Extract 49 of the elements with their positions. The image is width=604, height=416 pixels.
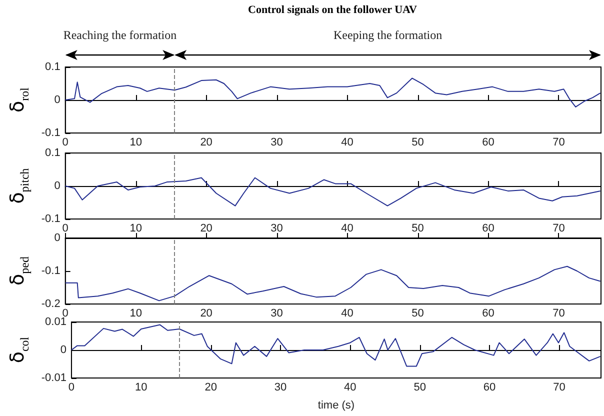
y-tick-label: 0	[54, 180, 60, 192]
x-tick-label: 10	[130, 136, 142, 148]
text: Reaching the formation	[63, 28, 177, 43]
x-tick-label: 60	[482, 222, 494, 234]
x-tick-label: 0	[68, 382, 75, 394]
y-tick-label: -0.2	[41, 298, 60, 310]
x-tick-label: 50	[412, 136, 424, 148]
x-tick-label: 60	[482, 308, 494, 320]
x-tick-label: 30	[274, 382, 287, 394]
x-axis-title: time (s)	[318, 400, 355, 412]
x-tick-label: 10	[130, 222, 142, 234]
y-axis-title: δcol	[6, 336, 32, 364]
y-tick-label: 0	[54, 232, 60, 244]
x-tick-label: 30	[270, 136, 283, 148]
y-axis-title: δped	[6, 256, 32, 286]
x-tick-label: 40	[344, 382, 356, 394]
y-tick-label: -0.1	[41, 127, 60, 139]
chart-title: Control signals on the follower UAV	[247, 4, 418, 16]
text: Keeping the formation	[333, 28, 442, 43]
x-tick-label: 20	[200, 136, 212, 148]
y-tick-label: 0.01	[45, 316, 66, 328]
y-tick-label: 0.1	[45, 61, 60, 73]
y-axis-title: δrol	[6, 86, 32, 112]
x-tick-label: 50	[412, 222, 424, 234]
x-tick-label: 60	[483, 382, 496, 394]
x-tick-label: 30	[270, 222, 283, 234]
x-tick-label: 10	[135, 382, 148, 394]
x-tick-label: 50	[412, 308, 424, 320]
x-tick-label: 40	[341, 136, 354, 148]
x-tick-label: 40	[341, 308, 354, 320]
y-tick-label: 0.1	[45, 147, 60, 159]
y-tick-label: 0	[54, 94, 60, 106]
x-tick-label: 50	[414, 382, 426, 394]
x-tick-label: 20	[200, 308, 212, 320]
x-tick-label: 70	[552, 222, 565, 234]
x-tick-label: 40	[341, 222, 354, 234]
x-tick-label: 70	[552, 136, 565, 148]
y-tick-label: -0.1	[41, 265, 60, 277]
x-tick-label: 60	[482, 136, 494, 148]
x-tick-label: 20	[204, 382, 217, 394]
x-tick-label: 70	[552, 308, 565, 320]
y-tick-label: -0.01	[41, 372, 66, 384]
x-tick-label: 30	[270, 308, 283, 320]
y-tick-label: -0.1	[41, 213, 60, 225]
y-axis-title: δpitch	[6, 168, 32, 204]
x-tick-label: 20	[200, 222, 212, 234]
x-tick-label: 70	[553, 382, 566, 394]
y-tick-label: 0	[60, 344, 66, 356]
x-tick-label: 10	[130, 308, 142, 320]
